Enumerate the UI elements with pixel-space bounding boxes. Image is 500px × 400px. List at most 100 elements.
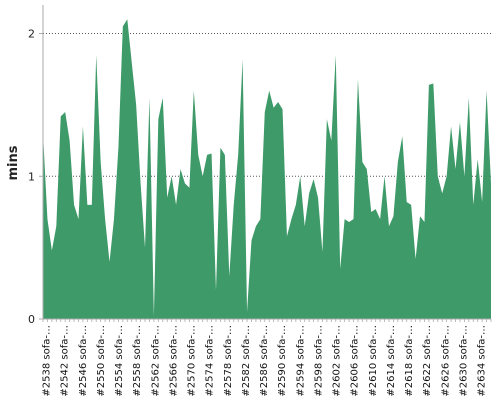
data-point	[393, 216, 394, 217]
data-point	[162, 97, 163, 98]
data-point	[406, 201, 407, 202]
data-point	[269, 90, 270, 91]
series-area	[43, 19, 491, 320]
x-tick-label: #2570 sofa-…	[187, 325, 198, 397]
data-point	[189, 187, 190, 188]
data-point	[78, 218, 79, 219]
data-point	[331, 140, 332, 141]
y-tick-label: 0	[28, 313, 35, 326]
x-tick-label: #2598 sofa-…	[313, 325, 324, 397]
data-point	[91, 204, 92, 205]
x-tick-label: #2622 sofa-…	[422, 325, 433, 397]
data-point	[486, 90, 487, 91]
data-point	[113, 218, 114, 219]
x-tick-label: #2634 sofa-…	[477, 325, 488, 397]
data-point	[140, 183, 141, 184]
data-point	[144, 247, 145, 248]
data-point	[207, 154, 208, 155]
x-tick-label: #2582 sofa-…	[241, 325, 252, 397]
data-point	[229, 276, 230, 277]
data-point	[375, 209, 376, 210]
data-point	[411, 204, 412, 205]
data-point	[100, 161, 101, 162]
y-axis-title: mins	[6, 145, 21, 180]
data-point	[282, 109, 283, 110]
data-point	[340, 268, 341, 269]
x-tick-label: #2602 sofa-…	[332, 325, 343, 397]
data-point	[238, 154, 239, 155]
x-tick-label: #2578 sofa-…	[223, 325, 234, 397]
data-point	[291, 218, 292, 219]
data-point	[264, 111, 265, 112]
x-tick-label: #2610 sofa-…	[368, 325, 379, 397]
data-point	[428, 84, 429, 85]
data-point	[47, 218, 48, 219]
x-tick-label: #2562 sofa-…	[150, 325, 161, 397]
data-point	[455, 169, 456, 170]
y-tick-label: 2	[28, 28, 35, 41]
data-point	[295, 204, 296, 205]
data-point	[251, 240, 252, 241]
data-point	[96, 54, 97, 55]
data-point	[224, 154, 225, 155]
data-point	[313, 179, 314, 180]
data-point	[419, 216, 420, 217]
data-point	[326, 119, 327, 120]
data-point	[446, 176, 447, 177]
data-point	[56, 226, 57, 227]
data-point	[415, 258, 416, 259]
data-point	[380, 218, 381, 219]
data-point	[184, 183, 185, 184]
x-tick-label: #2550 sofa-…	[96, 325, 107, 397]
data-point	[193, 90, 194, 91]
data-point	[118, 147, 119, 148]
data-point	[424, 221, 425, 222]
data-point	[153, 316, 154, 317]
data-point	[477, 159, 478, 160]
data-point	[300, 176, 301, 177]
data-point	[442, 193, 443, 194]
data-point	[402, 136, 403, 137]
data-point	[260, 218, 261, 219]
data-point	[255, 226, 256, 227]
data-point	[127, 19, 128, 20]
x-tick-label: #2542 sofa-…	[60, 325, 71, 397]
area-layer	[43, 19, 491, 320]
x-tick-label: #2630 sofa-…	[458, 325, 469, 397]
axis-layer: 0 1 2 #2538 sofa-… #2542 sofa-… #2546 sofa-… #…	[28, 5, 492, 397]
data-point	[158, 119, 159, 120]
data-point	[286, 236, 287, 237]
data-point	[317, 197, 318, 198]
data-point	[242, 59, 243, 60]
data-point	[309, 193, 310, 194]
x-tick-label: #2566 sofa-…	[168, 325, 179, 397]
data-point	[149, 97, 150, 98]
data-point	[87, 204, 88, 205]
data-point	[304, 226, 305, 227]
data-point	[348, 221, 349, 222]
x-tick-label: #2618 sofa-…	[404, 325, 415, 397]
data-point	[433, 83, 434, 84]
data-point	[211, 153, 212, 154]
data-point	[198, 154, 199, 155]
data-point	[322, 251, 323, 252]
data-point	[357, 79, 358, 80]
data-point	[51, 250, 52, 251]
x-tick-label: #2546 sofa-…	[78, 325, 89, 397]
data-point	[277, 101, 278, 102]
data-point	[450, 126, 451, 127]
data-point	[60, 116, 61, 117]
data-point	[335, 54, 336, 55]
data-point	[371, 211, 372, 212]
data-point	[490, 183, 491, 184]
data-point	[202, 176, 203, 177]
x-tick-label: #2606 sofa-…	[350, 325, 361, 397]
data-point	[473, 204, 474, 205]
data-point	[167, 197, 168, 198]
data-point	[468, 97, 469, 98]
data-point	[353, 218, 354, 219]
data-point	[171, 176, 172, 177]
x-tick-label: #2558 sofa-…	[132, 325, 143, 397]
data-point	[388, 226, 389, 227]
